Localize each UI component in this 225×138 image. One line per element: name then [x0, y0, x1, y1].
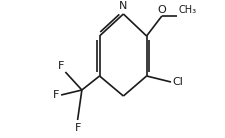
Text: Cl: Cl	[172, 77, 182, 87]
Text: N: N	[119, 1, 127, 10]
Text: CH₃: CH₃	[178, 5, 196, 15]
Text: F: F	[53, 90, 59, 100]
Text: F: F	[74, 123, 80, 133]
Text: F: F	[57, 61, 64, 71]
Text: O: O	[157, 5, 166, 15]
